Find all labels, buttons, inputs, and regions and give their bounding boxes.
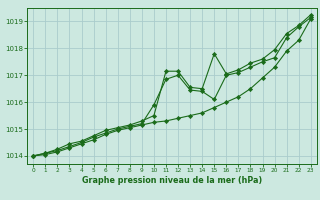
X-axis label: Graphe pression niveau de la mer (hPa): Graphe pression niveau de la mer (hPa) — [82, 176, 262, 185]
